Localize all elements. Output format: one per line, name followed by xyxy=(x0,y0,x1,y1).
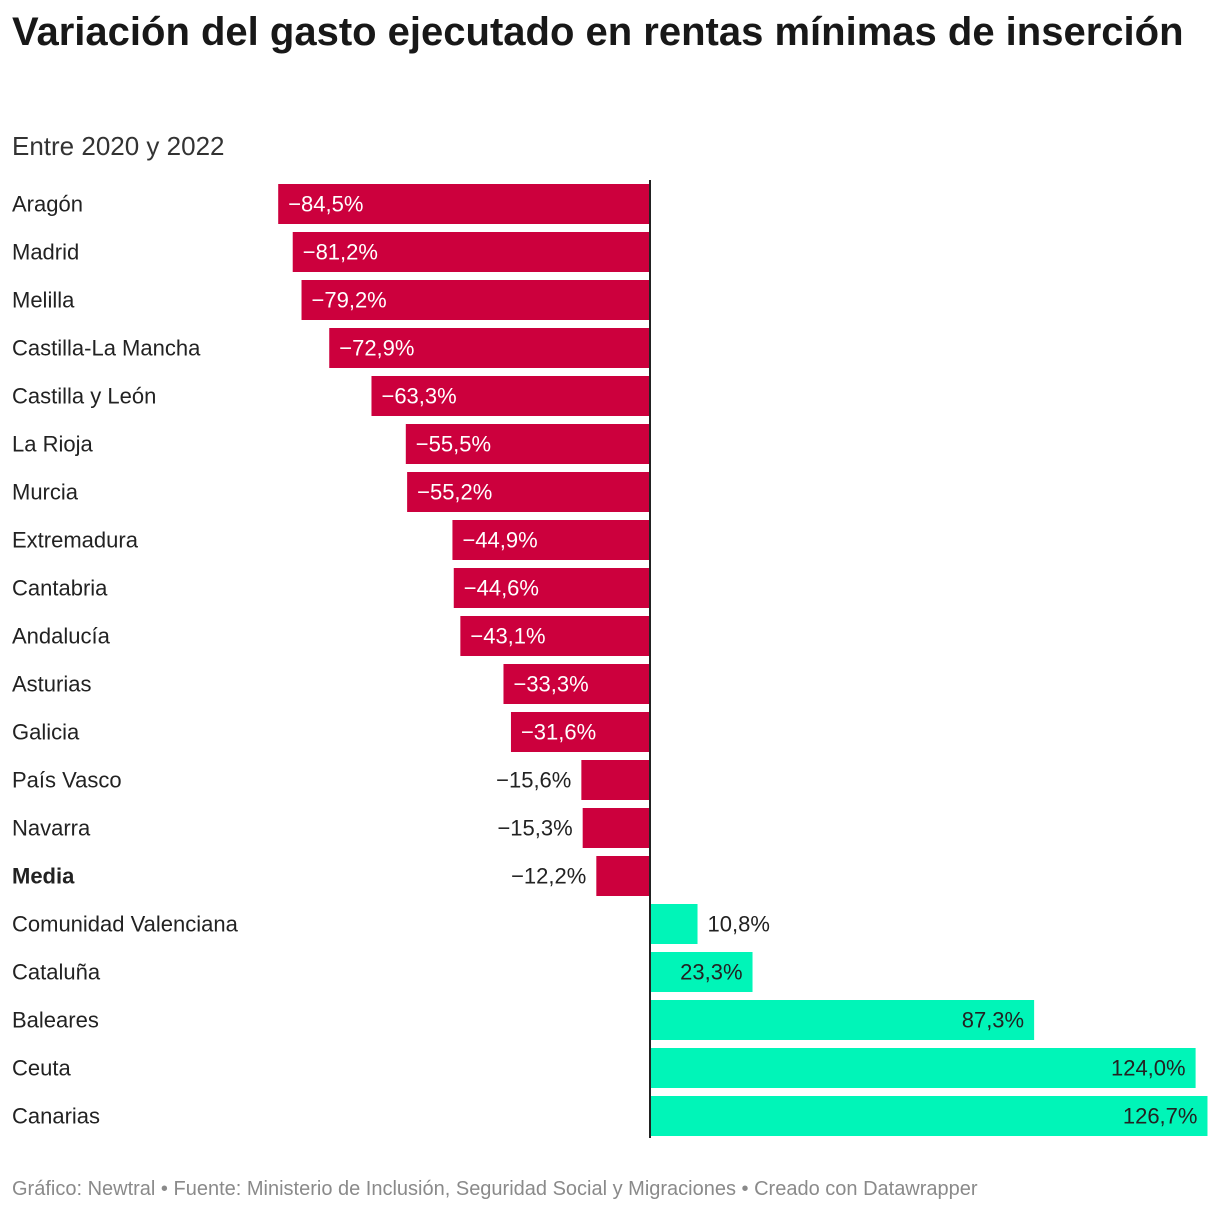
value-label: −15,3% xyxy=(497,816,572,841)
value-label: 87,3% xyxy=(962,1008,1024,1033)
bar-row: Cantabria −44,6% xyxy=(12,568,650,608)
bar-row: Cataluña 23,3% xyxy=(12,952,753,992)
bar xyxy=(581,760,650,800)
bar-row: Media −12,2% xyxy=(12,856,650,896)
bar xyxy=(371,376,650,416)
category-label: Madrid xyxy=(12,240,79,265)
bar-row: Murcia −55,2% xyxy=(12,472,650,512)
bar xyxy=(453,568,650,608)
bar-row: Aragón −84,5% xyxy=(12,184,650,224)
bar-row: La Rioja −55,5% xyxy=(12,424,650,464)
value-label: −44,6% xyxy=(464,576,539,601)
value-label: −12,2% xyxy=(511,864,586,889)
bar-row: Canarias 126,7% xyxy=(12,1096,1208,1136)
bar-row: Asturias −33,3% xyxy=(12,664,650,704)
value-label: −44,9% xyxy=(462,528,537,553)
bar-row: Madrid −81,2% xyxy=(12,232,650,272)
value-label: −31,6% xyxy=(521,720,596,745)
category-label: Comunidad Valenciana xyxy=(12,912,239,937)
bar xyxy=(460,616,650,656)
bar xyxy=(650,904,698,944)
value-label: 23,3% xyxy=(680,960,742,985)
category-label: Navarra xyxy=(12,816,91,841)
bar-row: Comunidad Valenciana 10,8% xyxy=(12,904,770,944)
category-label: Andalucía xyxy=(12,624,111,649)
bar xyxy=(405,424,650,464)
category-label: Galicia xyxy=(12,720,80,745)
chart-subtitle: Entre 2020 y 2022 xyxy=(12,131,225,161)
bar xyxy=(292,232,650,272)
bar-row: Galicia −31,6% xyxy=(12,712,650,752)
bar-row: Extremadura −44,9% xyxy=(12,520,650,560)
bar-row: Baleares 87,3% xyxy=(12,1000,1035,1040)
bar-row: Castilla-La Mancha −72,9% xyxy=(12,328,650,368)
bar xyxy=(452,520,650,560)
value-label: 10,8% xyxy=(708,912,770,937)
category-label: Ceuta xyxy=(12,1056,71,1081)
category-label: Castilla-La Mancha xyxy=(12,336,201,361)
bar xyxy=(510,712,650,752)
category-label: Castilla y León xyxy=(12,384,156,409)
bar xyxy=(650,952,753,992)
chart-footer: Gráfico: Newtral • Fuente: Ministerio de… xyxy=(12,1178,978,1200)
category-label: País Vasco xyxy=(12,768,122,793)
category-label: Aragón xyxy=(12,192,83,217)
value-label: −55,2% xyxy=(417,480,492,505)
category-label: Cataluña xyxy=(12,960,101,985)
value-label: −43,1% xyxy=(470,624,545,649)
bar xyxy=(301,280,650,320)
bar xyxy=(503,664,650,704)
bar-row: Melilla −79,2% xyxy=(12,280,650,320)
chart-title: Variación del gasto ejecutado en rentas … xyxy=(12,10,1184,54)
category-label: Media xyxy=(12,864,75,889)
value-label: −15,6% xyxy=(496,768,571,793)
category-label: Cantabria xyxy=(12,576,108,601)
bar-row: Ceuta 124,0% xyxy=(12,1048,1196,1088)
category-label: La Rioja xyxy=(12,432,93,457)
bar xyxy=(650,1000,1035,1040)
value-label: −72,9% xyxy=(339,336,414,361)
bar-chart: Aragón −84,5% Madrid −81,2% Melilla −79,2% Cas… xyxy=(12,180,1208,1138)
bar xyxy=(650,1096,1208,1136)
value-label: −81,2% xyxy=(303,240,378,265)
bar xyxy=(407,472,650,512)
bar xyxy=(596,856,650,896)
category-label: Murcia xyxy=(12,480,79,505)
value-label: 126,7% xyxy=(1123,1104,1198,1129)
bar xyxy=(278,184,650,224)
bar xyxy=(650,1048,1196,1088)
bar-row: Castilla y León −63,3% xyxy=(12,376,650,416)
bar-row: País Vasco −15,6% xyxy=(12,760,650,800)
bar xyxy=(582,808,650,848)
value-label: −84,5% xyxy=(288,192,363,217)
value-label: 124,0% xyxy=(1111,1056,1186,1081)
bar-row: Navarra −15,3% xyxy=(12,808,650,848)
category-label: Baleares xyxy=(12,1008,99,1033)
bar xyxy=(329,328,650,368)
category-label: Melilla xyxy=(12,288,75,313)
value-label: −79,2% xyxy=(312,288,387,313)
value-label: −33,3% xyxy=(513,672,588,697)
category-label: Extremadura xyxy=(12,528,139,553)
value-label: −55,5% xyxy=(416,432,491,457)
value-label: −63,3% xyxy=(381,384,456,409)
category-label: Canarias xyxy=(12,1104,100,1129)
bar-row: Andalucía −43,1% xyxy=(12,616,650,656)
category-label: Asturias xyxy=(12,672,91,697)
